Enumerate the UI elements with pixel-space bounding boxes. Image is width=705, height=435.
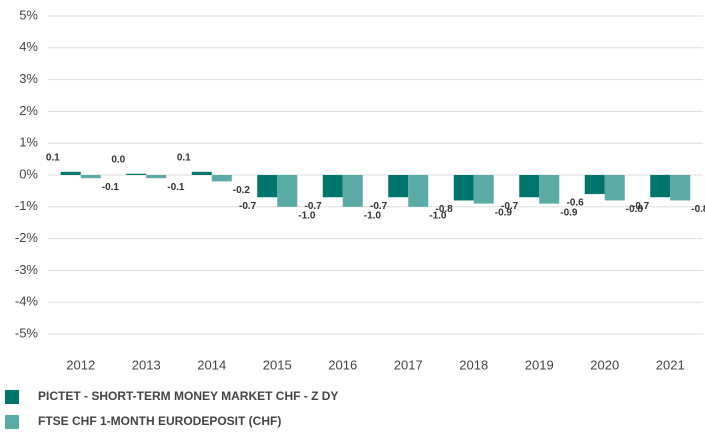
x-tick-label: 2015 — [263, 357, 292, 372]
x-tick-label: 2016 — [328, 357, 357, 372]
value-label: -0.7 — [632, 201, 650, 212]
bar — [584, 175, 605, 195]
value-label: -1.0 — [298, 210, 316, 221]
bar — [322, 175, 343, 198]
bar — [519, 175, 540, 198]
bar — [146, 175, 167, 179]
x-tick-label: 2012 — [66, 357, 95, 372]
bar — [211, 175, 232, 182]
bar — [388, 175, 409, 198]
value-label: -0.1 — [167, 182, 185, 193]
value-label: -0.8 — [436, 204, 454, 215]
bar — [650, 175, 671, 198]
bar — [604, 175, 625, 201]
bar — [670, 175, 691, 201]
value-label: 0.1 — [46, 152, 60, 163]
y-tick-label: -3% — [15, 262, 39, 277]
bar — [60, 171, 81, 175]
bar — [257, 175, 278, 198]
x-tick-label: 2019 — [525, 357, 554, 372]
y-tick-label: -5% — [15, 325, 39, 340]
y-tick-label: -1% — [15, 198, 39, 213]
value-label: -1.0 — [364, 210, 382, 221]
value-label: -0.1 — [102, 182, 120, 193]
y-tick-label: 4% — [19, 39, 38, 54]
y-tick-label: -4% — [15, 294, 39, 309]
bar — [80, 175, 101, 179]
bar — [539, 175, 560, 204]
value-label: -0.2 — [233, 185, 251, 196]
x-tick-label: 2018 — [459, 357, 488, 372]
value-label: -0.7 — [305, 201, 323, 212]
y-tick-label: -2% — [15, 230, 39, 245]
value-label: -0.8 — [626, 204, 644, 215]
y-tick-label: 5% — [19, 7, 38, 22]
value-label: -0.9 — [560, 207, 578, 218]
value-label: 0.1 — [177, 152, 191, 163]
value-label: -0.6 — [567, 198, 585, 209]
bar — [277, 175, 298, 207]
value-label: -1.0 — [429, 210, 447, 221]
bar — [408, 175, 429, 207]
legend-swatch — [5, 415, 19, 429]
y-tick-label: 2% — [19, 103, 38, 118]
x-tick-label: 2020 — [590, 357, 619, 372]
value-label: -0.7 — [239, 201, 257, 212]
bar — [342, 175, 363, 207]
value-label: -0.7 — [501, 201, 519, 212]
y-tick-label: 3% — [19, 71, 38, 86]
x-tick-label: 2014 — [197, 357, 226, 372]
value-label: -0.9 — [495, 207, 513, 218]
bar — [453, 175, 474, 201]
value-label: -0.8 — [691, 204, 705, 215]
x-tick-label: 2021 — [656, 357, 685, 372]
legend-label: PICTET - SHORT-TERM MONEY MARKET CHF - Z… — [38, 389, 338, 403]
y-tick-label: 0% — [19, 166, 38, 181]
bar — [126, 173, 147, 175]
value-label: 0.0 — [111, 154, 125, 165]
bar — [191, 171, 212, 175]
legend-swatch — [5, 390, 19, 404]
x-tick-label: 2013 — [132, 357, 161, 372]
value-label: -0.7 — [370, 201, 388, 212]
legend-label: FTSE CHF 1-MONTH EURODEPOSIT (CHF) — [38, 414, 281, 428]
bar — [473, 175, 494, 204]
x-tick-label: 2017 — [394, 357, 423, 372]
y-tick-label: 1% — [19, 135, 38, 150]
